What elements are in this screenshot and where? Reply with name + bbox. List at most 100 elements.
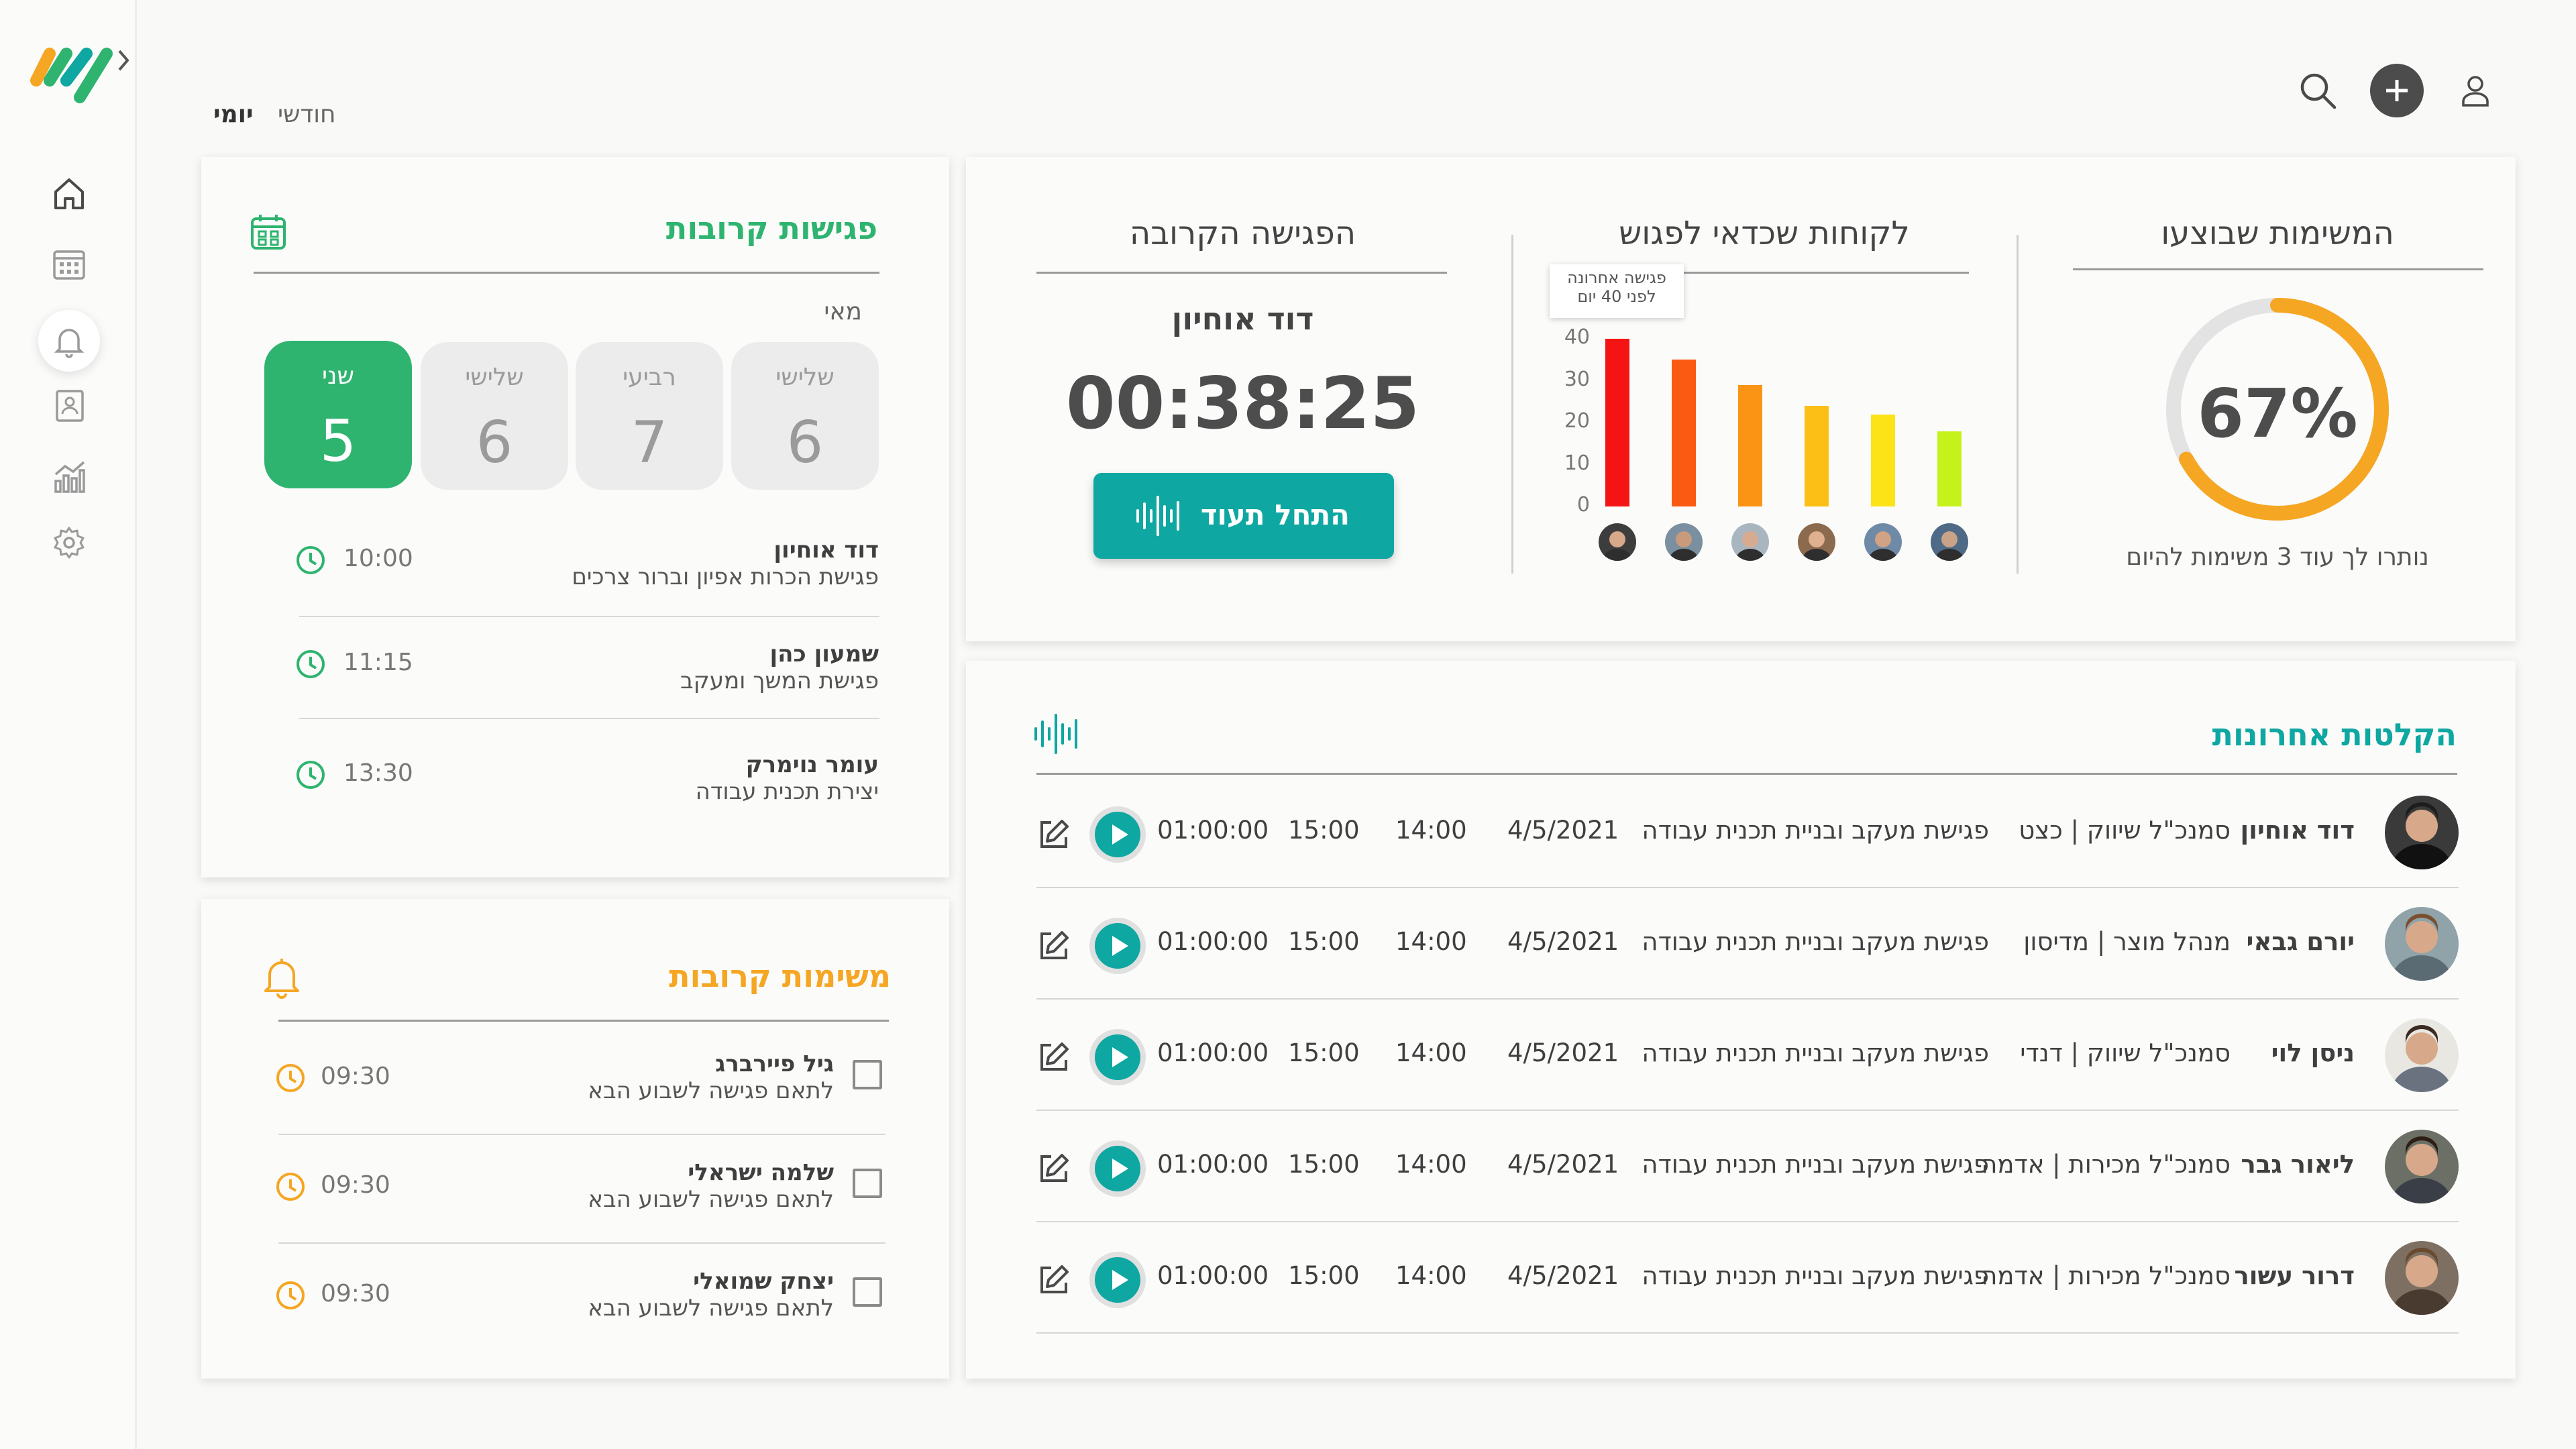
play-icon[interactable] bbox=[1095, 923, 1140, 969]
task-name: יצחק שמואלי bbox=[693, 1268, 834, 1295]
recording-row[interactable]: 01:00:00 15:00 14:00 4/5/2021 פגישת מעקב… bbox=[1036, 777, 2459, 888]
client-avatar[interactable] bbox=[1731, 523, 1769, 561]
gear-icon[interactable] bbox=[47, 521, 91, 565]
meeting-desc: פגישת הכרות אפיון וברור צרכים bbox=[572, 564, 879, 590]
recording-role: סמנכ"ל שיווק | דנדי bbox=[2020, 1038, 2231, 1067]
task-checkbox[interactable] bbox=[853, 1169, 882, 1198]
day-chip[interactable]: רביעי 7 bbox=[576, 342, 723, 490]
day-chip[interactable]: שלישי 6 bbox=[731, 342, 879, 490]
calendar-icon[interactable] bbox=[250, 213, 287, 254]
y-tick-label: 30 bbox=[1564, 367, 1590, 391]
tooltip-line2: לפני 40 יום bbox=[1577, 287, 1656, 306]
tab-daily[interactable]: יומי bbox=[213, 101, 254, 128]
divider bbox=[1036, 773, 2457, 775]
user-icon[interactable] bbox=[2449, 64, 2502, 117]
calendar-icon[interactable] bbox=[47, 241, 91, 286]
play-icon[interactable] bbox=[1095, 1146, 1140, 1191]
divider bbox=[299, 616, 879, 617]
search-icon[interactable] bbox=[2291, 64, 2345, 117]
recording-subject: פגישת מעקב ובניית תכנית עבודה bbox=[1642, 816, 1989, 845]
divider bbox=[1511, 235, 1513, 574]
month-label: מאי bbox=[824, 298, 862, 325]
contacts-icon[interactable] bbox=[47, 384, 91, 428]
progress-ring: 67% bbox=[2163, 295, 2392, 523]
edit-icon[interactable] bbox=[1036, 817, 1071, 852]
day-name: שלישי bbox=[465, 364, 524, 391]
recording-start-time: 14:00 bbox=[1395, 1261, 1467, 1290]
bell-icon[interactable] bbox=[262, 956, 302, 1003]
task-checkbox[interactable] bbox=[853, 1277, 882, 1307]
next-meeting-title: הפגישה הקרובה bbox=[1129, 215, 1356, 252]
upcoming-tasks-card bbox=[201, 899, 949, 1379]
logo[interactable] bbox=[30, 34, 117, 107]
task-name: שלמה ישראלי bbox=[688, 1159, 834, 1186]
remaining-text: נותרו לך עוד 3 משימות להיום bbox=[2126, 543, 2429, 571]
recording-row[interactable]: 01:00:00 15:00 14:00 4/5/2021 פגישת מעקב… bbox=[1036, 1111, 2459, 1222]
recording-start-time: 14:00 bbox=[1395, 816, 1467, 845]
chart-tooltip: פגישה אחרונה לפני 40 יום bbox=[1550, 264, 1684, 318]
task-checkbox[interactable] bbox=[853, 1060, 882, 1089]
recording-date: 4/5/2021 bbox=[1507, 927, 1619, 956]
client-avatar[interactable] bbox=[1599, 523, 1636, 561]
task-name: גיל פיירברג bbox=[715, 1051, 834, 1077]
recording-role: מנהל מוצר | מדיסון bbox=[2023, 927, 2231, 956]
chart-bar[interactable] bbox=[1871, 414, 1895, 506]
task-desc: לתאם פגישה לשבוע הבא bbox=[588, 1295, 834, 1322]
client-avatar[interactable] bbox=[1931, 523, 1968, 561]
plus-icon[interactable] bbox=[2370, 64, 2424, 117]
meeting-item[interactable]: 13:30 עומר נוימרק יצירת תכנית עבודה bbox=[295, 745, 879, 818]
tooltip-line1: פגישה אחרונה bbox=[1567, 268, 1666, 287]
meetings-title: פגישות קרובות bbox=[665, 210, 877, 246]
chart-icon[interactable] bbox=[47, 455, 91, 499]
recording-row[interactable]: 01:00:00 15:00 14:00 4/5/2021 פגישת מעקב… bbox=[1036, 1222, 2459, 1334]
waveform-icon bbox=[1033, 712, 1080, 758]
recordings-card bbox=[966, 661, 2516, 1379]
client-avatar[interactable] bbox=[1665, 523, 1703, 561]
edit-icon[interactable] bbox=[1036, 928, 1071, 963]
y-tick-label: 10 bbox=[1564, 451, 1590, 475]
client-avatar[interactable] bbox=[1864, 523, 1902, 561]
meeting-name: שמעון כהן bbox=[769, 641, 879, 667]
tab-monthly[interactable]: חודשי bbox=[278, 101, 336, 128]
day-chip[interactable]: שלישי 6 bbox=[421, 342, 568, 490]
meeting-item[interactable]: 11:15 שמעון כהן פגישת המשך ומעקב bbox=[295, 634, 879, 708]
meeting-item[interactable]: 10:00 דוד אוחיון פגישת הכרות אפיון וברור… bbox=[295, 530, 879, 604]
play-icon[interactable] bbox=[1095, 812, 1140, 857]
chart-bar[interactable] bbox=[1805, 406, 1829, 506]
meeting-desc: יצירת תכנית עבודה bbox=[695, 778, 879, 805]
chart-bar[interactable] bbox=[1605, 339, 1629, 506]
clock-icon bbox=[297, 546, 325, 574]
bell-icon[interactable] bbox=[38, 310, 100, 372]
home-icon[interactable] bbox=[47, 171, 91, 215]
recording-end-time: 15:00 bbox=[1288, 1038, 1360, 1067]
upcoming-meetings-card bbox=[201, 157, 949, 877]
chart-bar[interactable] bbox=[1672, 360, 1696, 506]
y-tick-label: 40 bbox=[1564, 325, 1590, 349]
chart-bar[interactable] bbox=[1937, 431, 1962, 506]
edit-icon[interactable] bbox=[1036, 1040, 1071, 1075]
recording-duration: 01:00:00 bbox=[1157, 1261, 1269, 1290]
edit-icon[interactable] bbox=[1036, 1151, 1071, 1186]
avatar bbox=[2385, 1241, 2459, 1315]
recording-row[interactable]: 01:00:00 15:00 14:00 4/5/2021 פגישת מעקב… bbox=[1036, 888, 2459, 1000]
recording-name: דוד אוחיון bbox=[2240, 816, 2355, 845]
tasks-title: משימות קרובות bbox=[669, 958, 891, 994]
recording-duration: 01:00:00 bbox=[1157, 816, 1269, 845]
play-icon[interactable] bbox=[1095, 1257, 1140, 1303]
day-chip-selected[interactable]: שני 5 bbox=[264, 341, 412, 488]
play-icon[interactable] bbox=[1095, 1034, 1140, 1080]
chevron-right-icon[interactable] bbox=[115, 47, 131, 76]
client-avatar[interactable] bbox=[1798, 523, 1835, 561]
edit-icon[interactable] bbox=[1036, 1263, 1071, 1297]
meeting-time: 13:30 bbox=[343, 759, 413, 787]
chart-bar[interactable] bbox=[1738, 384, 1762, 506]
recording-end-time: 15:00 bbox=[1288, 816, 1360, 845]
recording-end-time: 15:00 bbox=[1288, 927, 1360, 956]
divider bbox=[278, 1134, 885, 1135]
next-meeting-name: דוד אוחיון bbox=[1171, 301, 1314, 337]
start-recording-button[interactable]: התחל תעוד bbox=[1093, 473, 1394, 559]
recording-row[interactable]: 01:00:00 15:00 14:00 4/5/2021 פגישת מעקב… bbox=[1036, 1000, 2459, 1111]
avatar bbox=[2385, 1018, 2459, 1092]
divider bbox=[299, 718, 879, 719]
divider bbox=[2017, 235, 2019, 574]
